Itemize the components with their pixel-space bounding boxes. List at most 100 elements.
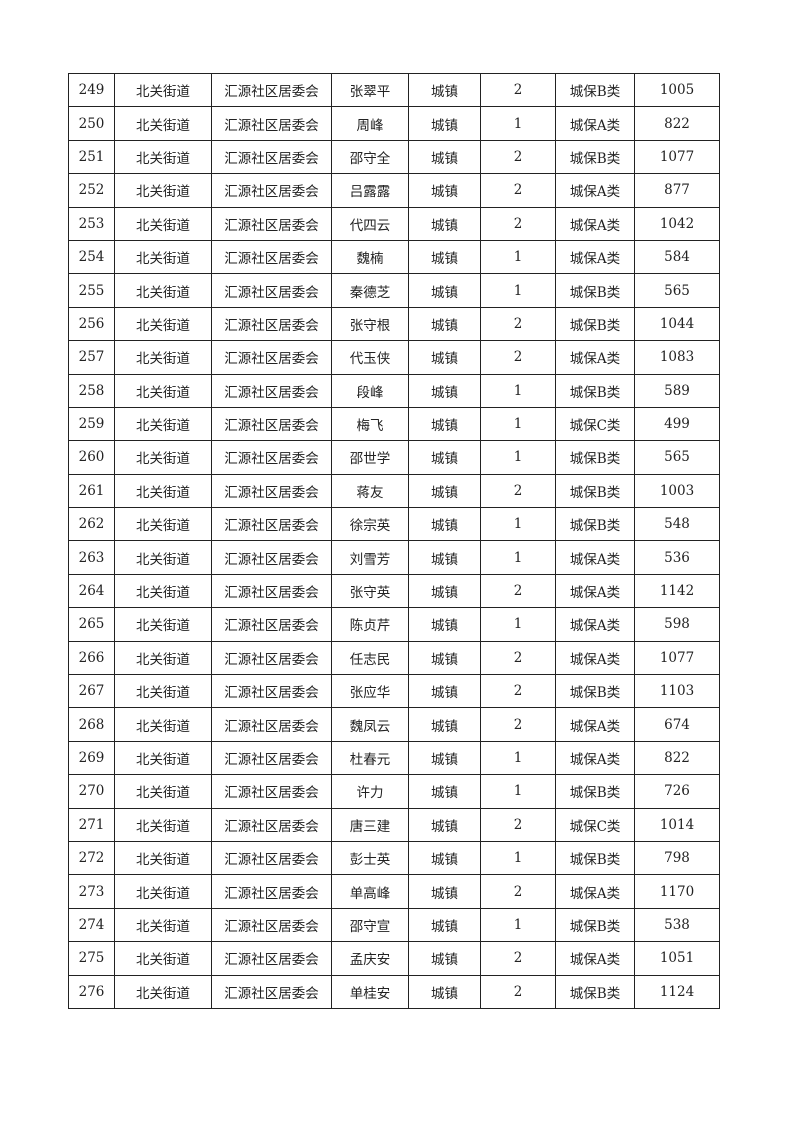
table-row: 249 北关街道 汇源社区居委会 张翠平 城镇 2 城保B类 1005 [68,72,720,108]
cell-street: 北关街道 [114,974,212,1009]
cell-street: 北关街道 [114,507,212,542]
cell-name: 周峰 [331,106,409,141]
cell-insurance-category: 城保A类 [555,640,635,676]
cell-insurance-category: 城保B类 [555,507,635,542]
cell-amount: 822 [634,740,720,776]
cell-household-size: 1 [480,774,556,809]
cell-insurance-category: 城保B类 [555,473,635,509]
cell-row-number: 257 [68,340,115,375]
cell-insurance-category: 城保A类 [555,106,635,141]
cell-community: 汇源社区居委会 [211,874,332,909]
cell-household-size: 2 [480,473,556,509]
cell-name: 魏楠 [331,239,409,275]
cell-row-number: 266 [68,640,115,676]
table-row: 265 北关街道 汇源社区居委会 陈贞芹 城镇 1 城保A类 598 [68,607,720,642]
cell-row-number: 269 [68,740,115,776]
cell-household-size: 1 [480,273,556,308]
cell-street: 北关街道 [114,840,212,876]
cell-name: 彭士英 [331,840,409,876]
cell-household-size: 1 [480,239,556,275]
cell-row-number: 250 [68,106,115,141]
cell-street: 北关街道 [114,306,212,342]
cell-row-number: 267 [68,674,115,709]
table-row: 254 北关街道 汇源社区居委会 魏楠 城镇 1 城保A类 584 [68,239,720,275]
cell-name: 杜春元 [331,740,409,776]
cell-name: 邵守宣 [331,907,409,943]
cell-name: 刘雪芳 [331,540,409,575]
cell-insurance-category: 城保A类 [555,740,635,776]
cell-name: 段峰 [331,373,409,408]
cell-street: 北关街道 [114,907,212,943]
cell-community: 汇源社区居委会 [211,640,332,676]
table-row: 275 北关街道 汇源社区居委会 孟庆安 城镇 2 城保A类 1051 [68,941,720,976]
cell-insurance-category: 城保B类 [555,306,635,342]
cell-insurance-category: 城保A类 [555,340,635,375]
cell-household-type: 城镇 [408,473,481,509]
cell-community: 汇源社区居委会 [211,740,332,776]
cell-community: 汇源社区居委会 [211,273,332,308]
cell-household-size: 1 [480,840,556,876]
cell-household-size: 2 [480,173,556,208]
cell-household-size: 2 [480,640,556,676]
cell-insurance-category: 城保A类 [555,707,635,742]
cell-household-type: 城镇 [408,139,481,175]
cell-amount: 1014 [634,807,720,842]
cell-community: 汇源社区居委会 [211,473,332,509]
cell-street: 北关街道 [114,774,212,809]
cell-amount: 674 [634,707,720,742]
cell-household-type: 城镇 [408,907,481,943]
cell-community: 汇源社区居委会 [211,72,332,108]
cell-insurance-category: 城保A类 [555,573,635,609]
cell-community: 汇源社区居委会 [211,440,332,475]
cell-street: 北关街道 [114,540,212,575]
cell-street: 北关街道 [114,406,212,442]
cell-amount: 1083 [634,340,720,375]
cell-household-type: 城镇 [408,507,481,542]
cell-insurance-category: 城保A类 [555,941,635,976]
cell-amount: 726 [634,774,720,809]
cell-street: 北关街道 [114,106,212,141]
cell-community: 汇源社区居委会 [211,941,332,976]
cell-insurance-category: 城保A类 [555,173,635,208]
cell-household-type: 城镇 [408,540,481,575]
cell-name: 张应华 [331,674,409,709]
cell-row-number: 260 [68,440,115,475]
cell-amount: 877 [634,173,720,208]
cell-row-number: 271 [68,807,115,842]
cell-name: 张守根 [331,306,409,342]
cell-street: 北关街道 [114,239,212,275]
table-row: 261 北关街道 汇源社区居委会 蒋友 城镇 2 城保B类 1003 [68,473,720,509]
cell-name: 吕露露 [331,173,409,208]
cell-household-size: 1 [480,373,556,408]
cell-community: 汇源社区居委会 [211,373,332,408]
cell-street: 北关街道 [114,740,212,776]
cell-amount: 1044 [634,306,720,342]
cell-community: 汇源社区居委会 [211,774,332,809]
cell-name: 代玉侠 [331,340,409,375]
cell-household-type: 城镇 [408,440,481,475]
cell-household-type: 城镇 [408,807,481,842]
cell-insurance-category: 城保B类 [555,907,635,943]
cell-insurance-category: 城保B类 [555,373,635,408]
cell-household-type: 城镇 [408,707,481,742]
cell-community: 汇源社区居委会 [211,707,332,742]
cell-name: 唐三建 [331,807,409,842]
cell-name: 邵世学 [331,440,409,475]
cell-amount: 1170 [634,874,720,909]
cell-household-size: 1 [480,740,556,776]
table-row: 262 北关街道 汇源社区居委会 徐宗英 城镇 1 城保B类 548 [68,507,720,542]
cell-street: 北关街道 [114,173,212,208]
cell-name: 张守英 [331,573,409,609]
cell-community: 汇源社区居委会 [211,206,332,241]
table-row: 260 北关街道 汇源社区居委会 邵世学 城镇 1 城保B类 565 [68,440,720,475]
table-row: 276 北关街道 汇源社区居委会 单桂安 城镇 2 城保B类 1124 [68,974,720,1009]
cell-household-size: 2 [480,707,556,742]
table-row: 268 北关街道 汇源社区居委会 魏凤云 城镇 2 城保A类 674 [68,707,720,742]
cell-amount: 598 [634,607,720,642]
cell-amount: 499 [634,406,720,442]
cell-amount: 589 [634,373,720,408]
cell-insurance-category: 城保A类 [555,206,635,241]
cell-household-size: 2 [480,941,556,976]
cell-name: 徐宗英 [331,507,409,542]
cell-amount: 1142 [634,573,720,609]
